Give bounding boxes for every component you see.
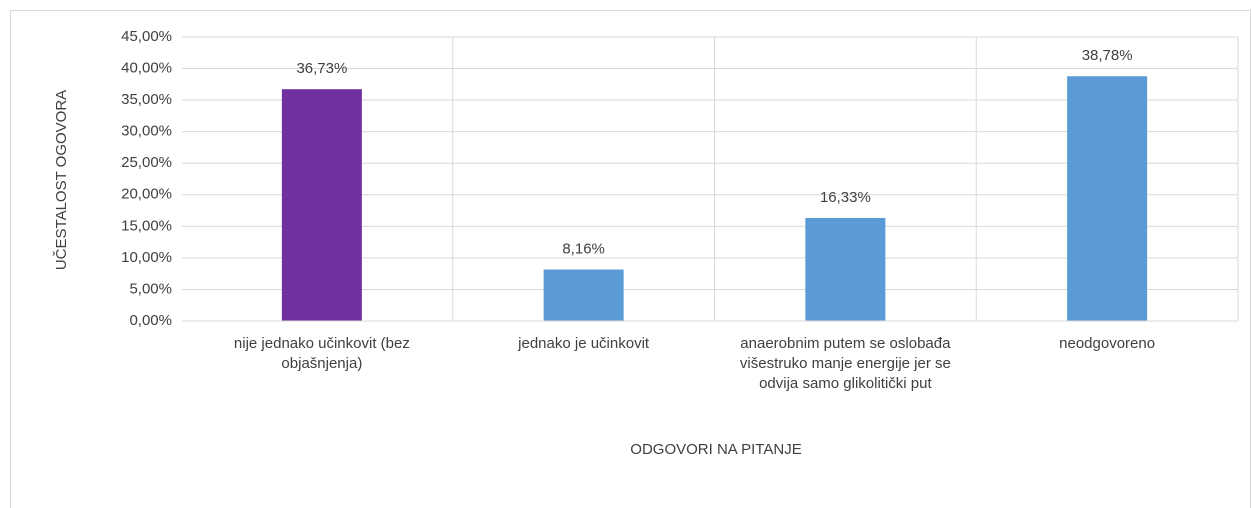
y-tick-label: 45,00%	[121, 28, 172, 45]
x-tick-label: nije jednako učinkovit (bez objašnjenja)	[233, 335, 410, 372]
x-tick-label: anaerobnim putem se oslobađa višestruko …	[739, 335, 951, 392]
y-axis-title: UČESTALOST OGOVORA	[53, 90, 70, 270]
y-tick-label: 5,00%	[129, 280, 172, 297]
chart-frame	[10, 10, 1251, 508]
y-tick-label: 15,00%	[121, 217, 172, 234]
x-tick-label: neodgovoreno	[1059, 335, 1156, 352]
bar	[1067, 76, 1148, 321]
x-tick-label: jednako je učinkovit	[518, 335, 650, 352]
data-label: 36,73%	[296, 60, 347, 77]
data-label: 16,33%	[820, 189, 871, 206]
data-label: 38,78%	[1082, 47, 1133, 64]
data-label: 8,16%	[562, 240, 605, 257]
bar	[281, 89, 362, 321]
bar	[543, 269, 624, 321]
y-tick-label: 0,00%	[129, 312, 172, 329]
y-tick-label: 10,00%	[121, 249, 172, 266]
y-tick-label: 30,00%	[121, 123, 172, 140]
y-tick-label: 25,00%	[121, 154, 172, 171]
bar	[805, 217, 886, 321]
y-tick-label: 35,00%	[121, 91, 172, 108]
x-axis-title: ODGOVORI NA PITANJE	[630, 441, 801, 458]
y-tick-label: 20,00%	[121, 186, 172, 203]
y-tick-label: 40,00%	[121, 60, 172, 77]
